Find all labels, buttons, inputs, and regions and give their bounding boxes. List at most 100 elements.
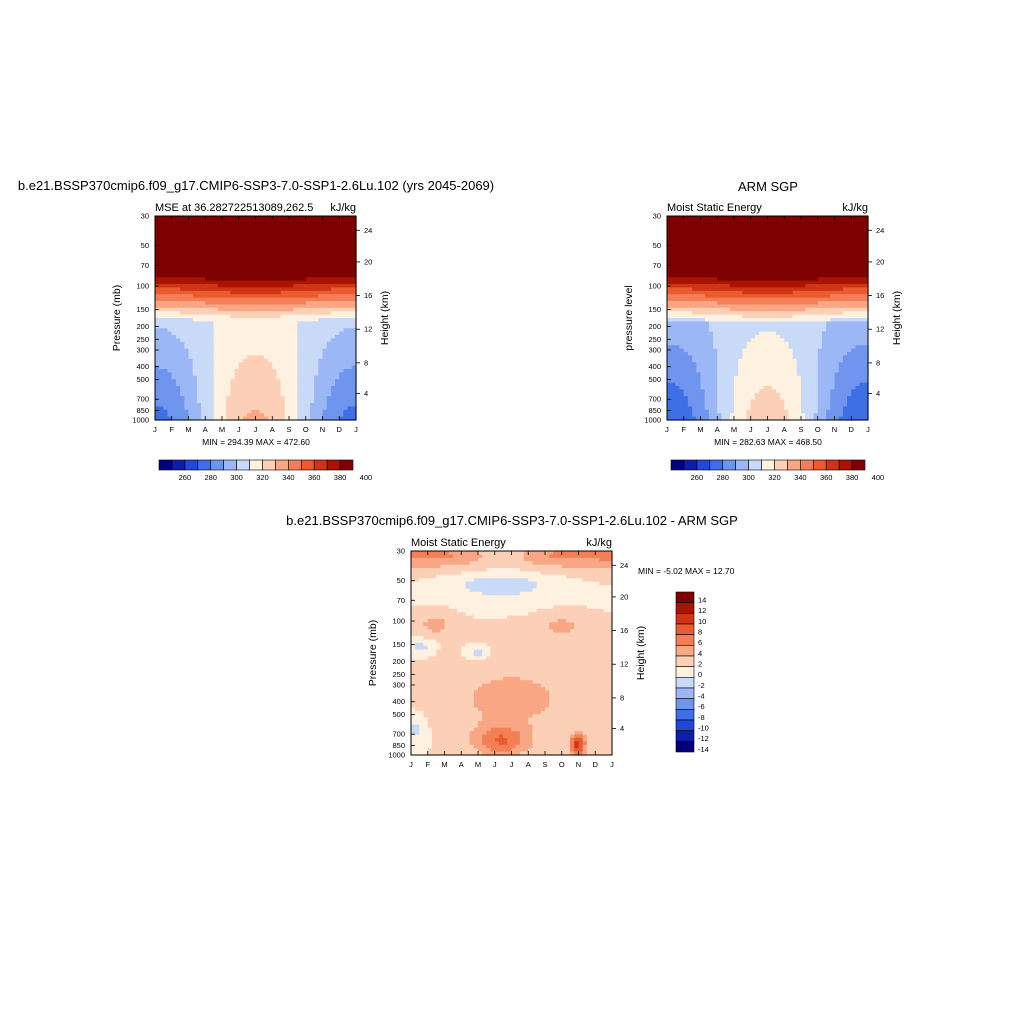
field-cell: [209, 358, 215, 363]
field-cell: [759, 277, 764, 282]
field-cell: [251, 413, 257, 418]
field-cell: [784, 243, 790, 248]
field-cell: [188, 335, 194, 339]
field-cell: [213, 389, 219, 394]
field-cell: [729, 345, 735, 350]
field-cell: [330, 345, 336, 350]
field-cell: [205, 253, 211, 258]
field-cell: [217, 219, 223, 224]
field-cell: [754, 341, 760, 346]
field-cell: [708, 324, 714, 329]
field-cell: [704, 304, 710, 309]
field-cell: [667, 236, 672, 241]
field-cell: [305, 355, 311, 360]
field-cell: [679, 362, 685, 367]
field-cell: [742, 290, 748, 295]
field-cell: [738, 416, 743, 421]
field-cell: [754, 372, 760, 377]
field-cell: [704, 314, 710, 319]
field-cell: [322, 219, 328, 224]
field-cell: [255, 253, 261, 258]
field-cell: [196, 345, 202, 350]
field-cell: [184, 392, 190, 397]
field-cell: [301, 345, 307, 350]
field-cell: [175, 236, 181, 241]
field-cell: [280, 273, 286, 278]
y-tick-label: 500: [136, 375, 149, 384]
field-cell: [801, 358, 806, 363]
field-cell: [314, 253, 319, 258]
field-cell: [284, 321, 290, 326]
field-cell: [297, 321, 303, 326]
field-cell: [201, 253, 206, 258]
field-cell: [297, 280, 303, 285]
field-cell: [767, 318, 773, 322]
field-cell: [175, 379, 181, 384]
field-cell: [326, 406, 332, 411]
field-cell: [788, 409, 794, 414]
field-cell: [335, 406, 340, 411]
field-cell: [330, 392, 336, 397]
field-cell: [725, 267, 731, 271]
field-cell: [700, 277, 706, 282]
field-cell: [671, 335, 676, 339]
field-cell: [167, 362, 173, 367]
field-cell: [775, 236, 781, 241]
field-cell: [780, 362, 785, 367]
field-cell: [213, 399, 219, 404]
field-cell: [326, 246, 332, 251]
field-cell: [226, 280, 231, 285]
field-cell: [259, 318, 265, 322]
field-cell: [796, 233, 802, 237]
field-cell: [717, 362, 723, 367]
field-cell: [167, 290, 173, 295]
field-cell: [238, 250, 244, 254]
field-cell: [683, 260, 689, 265]
field-cell: [746, 246, 752, 251]
field-cell: [746, 324, 752, 329]
field-cell: [721, 277, 727, 282]
field-cell: [754, 280, 760, 285]
field-cell: [309, 324, 315, 329]
field-cell: [159, 263, 164, 268]
field-cell: [180, 311, 185, 316]
field-cell: [213, 369, 219, 373]
field-cell: [159, 290, 164, 295]
field-cell: [667, 314, 672, 319]
field-cell: [343, 386, 349, 390]
field-cell: [234, 389, 240, 394]
field-cell: [738, 365, 743, 370]
field-cell: [805, 260, 810, 265]
field-cell: [159, 260, 164, 265]
field-cell: [675, 226, 681, 231]
field-cell: [226, 277, 231, 282]
field-cell: [792, 341, 798, 346]
field-cell: [683, 263, 689, 268]
field-cell: [230, 290, 236, 295]
field-cell: [742, 280, 748, 285]
field-cell: [671, 416, 676, 421]
field-cell: [247, 362, 252, 367]
field-cell: [230, 338, 236, 343]
field-cell: [671, 331, 676, 336]
field-cell: [167, 222, 173, 227]
field-cell: [175, 267, 181, 271]
field-cell: [671, 341, 676, 346]
field-cell: [742, 277, 748, 282]
field-cell: [708, 311, 714, 316]
field-cell: [230, 304, 236, 309]
field-cell: [192, 287, 198, 292]
field-cell: [238, 304, 244, 309]
field-cell: [742, 314, 748, 319]
field-cell: [763, 331, 769, 336]
field-cell: [159, 365, 164, 370]
field-cell: [750, 284, 756, 288]
field-cell: [184, 341, 190, 346]
field-cell: [167, 392, 173, 397]
field-cell: [687, 243, 693, 248]
field-cell: [155, 267, 160, 271]
field-cell: [335, 416, 340, 421]
field-cell: [339, 246, 345, 251]
field-cell: [750, 246, 756, 251]
field-cell: [725, 335, 731, 339]
